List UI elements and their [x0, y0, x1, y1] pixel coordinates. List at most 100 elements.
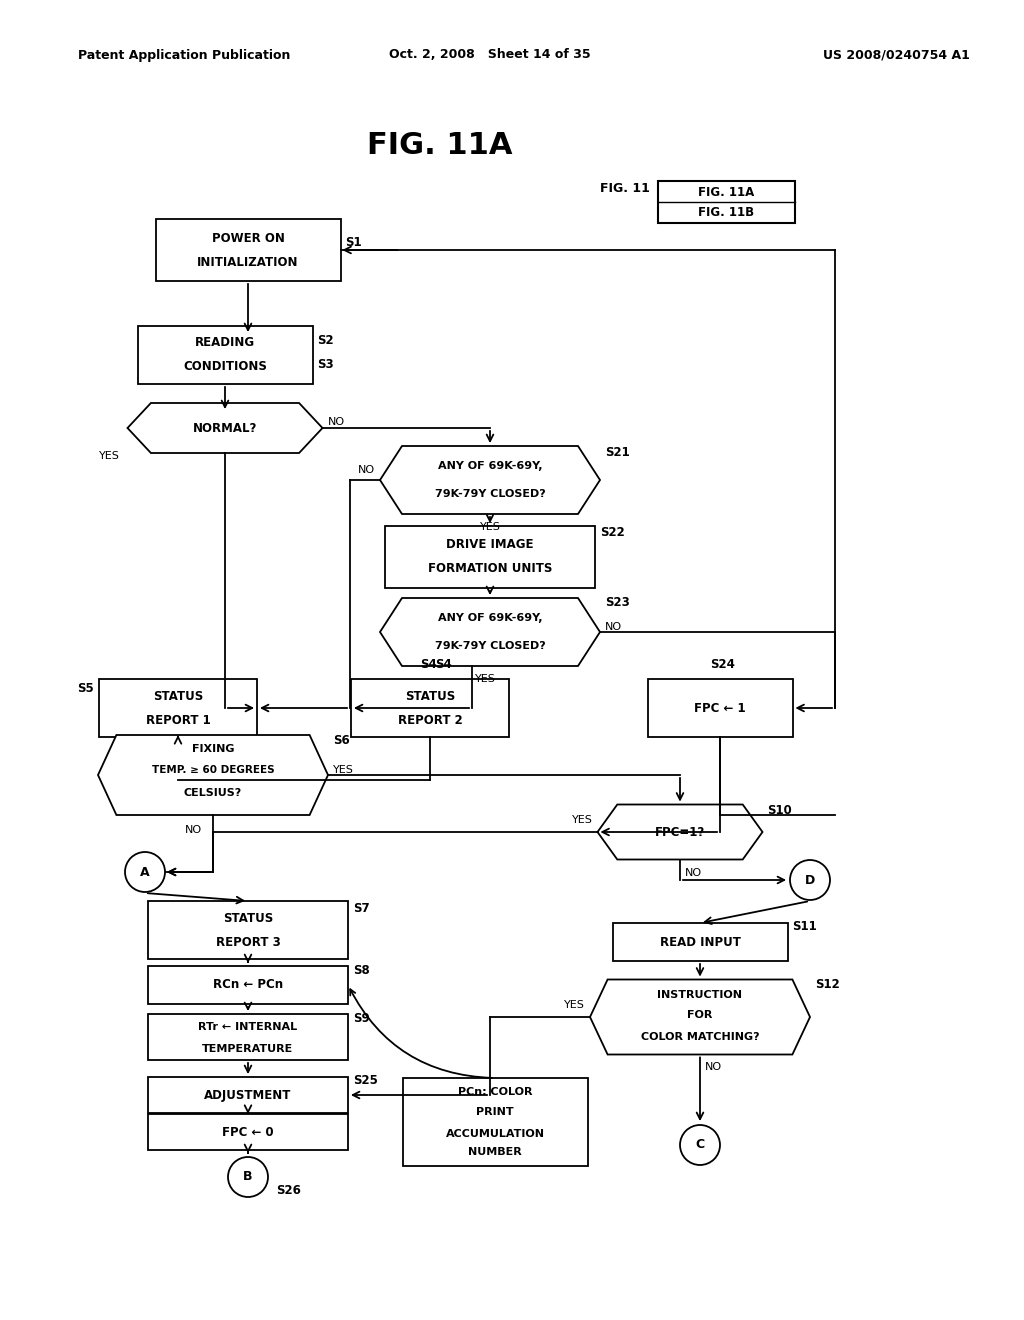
Bar	[99, 678, 257, 737]
Text: 79K-79Y CLOSED?: 79K-79Y CLOSED?	[434, 488, 546, 499]
Text: PRINT: PRINT	[476, 1107, 514, 1117]
Text: NO: NO	[685, 867, 702, 878]
Bar	[657, 181, 795, 223]
Text: YES: YES	[564, 1001, 585, 1010]
Text: 79K-79Y CLOSED?: 79K-79Y CLOSED?	[434, 642, 546, 651]
Text: S8: S8	[353, 965, 370, 978]
Text: NO: NO	[184, 825, 202, 836]
Text: ACCUMULATION: ACCUMULATION	[445, 1129, 545, 1139]
Text: FPC=1?: FPC=1?	[655, 825, 706, 838]
Text: S7: S7	[353, 902, 370, 915]
Text: CONDITIONS: CONDITIONS	[183, 360, 267, 374]
Text: ANY OF 69K-69Y,: ANY OF 69K-69Y,	[437, 461, 543, 471]
Text: TEMPERATURE: TEMPERATURE	[203, 1044, 294, 1053]
Text: STATUS: STATUS	[223, 912, 273, 924]
Text: S3: S3	[317, 359, 334, 371]
Polygon shape	[590, 979, 810, 1055]
Bar	[148, 1114, 348, 1150]
Text: S4: S4	[420, 657, 437, 671]
Text: NO: NO	[705, 1063, 722, 1072]
Text: FIG. 11B: FIG. 11B	[698, 206, 754, 219]
Text: READ INPUT: READ INPUT	[659, 936, 740, 949]
Text: FIG. 11A: FIG. 11A	[698, 186, 754, 198]
Bar	[385, 525, 595, 587]
Circle shape	[790, 861, 830, 900]
Polygon shape	[380, 446, 600, 513]
Text: Patent Application Publication: Patent Application Publication	[78, 49, 291, 62]
Bar	[148, 1077, 348, 1113]
Text: B: B	[244, 1171, 253, 1184]
Text: REPORT 3: REPORT 3	[216, 936, 281, 949]
Text: C: C	[695, 1138, 705, 1151]
Text: S21: S21	[605, 446, 630, 458]
Text: S25: S25	[353, 1073, 378, 1086]
Text: ANY OF 69K-69Y,: ANY OF 69K-69Y,	[437, 612, 543, 623]
Text: REPORT 2: REPORT 2	[397, 714, 463, 726]
Bar	[148, 902, 348, 960]
Circle shape	[228, 1158, 268, 1197]
Text: S12: S12	[815, 978, 840, 991]
Text: FIG. 11A: FIG. 11A	[368, 131, 513, 160]
Text: CELSIUS?: CELSIUS?	[184, 788, 242, 799]
Text: FPC ← 1: FPC ← 1	[694, 701, 745, 714]
Text: YES: YES	[571, 814, 593, 825]
Text: S4: S4	[435, 657, 452, 671]
Text: YES: YES	[479, 521, 501, 532]
Text: TEMP. ≥ 60 DEGREES: TEMP. ≥ 60 DEGREES	[152, 766, 274, 775]
Circle shape	[125, 851, 165, 892]
Bar	[148, 966, 348, 1005]
Bar	[351, 678, 509, 737]
Bar	[148, 1014, 348, 1060]
Text: NO: NO	[357, 465, 375, 475]
Text: READING: READING	[195, 337, 255, 350]
Text: YES: YES	[333, 766, 354, 775]
Text: S11: S11	[793, 920, 817, 933]
Text: NORMAL?: NORMAL?	[193, 421, 257, 434]
Text: S1: S1	[345, 235, 362, 248]
Text: INSTRUCTION: INSTRUCTION	[657, 990, 742, 1001]
Text: POWER ON: POWER ON	[212, 231, 285, 244]
Text: NO: NO	[328, 417, 345, 426]
Text: S23: S23	[605, 595, 630, 609]
Text: PCn: COLOR: PCn: COLOR	[458, 1086, 532, 1097]
Text: NUMBER: NUMBER	[468, 1147, 522, 1158]
Bar	[137, 326, 312, 384]
Text: S9: S9	[353, 1012, 370, 1026]
Text: STATUS: STATUS	[153, 689, 203, 702]
Text: S5: S5	[77, 681, 94, 694]
Text: FOR: FOR	[687, 1010, 713, 1020]
Text: S2: S2	[317, 334, 334, 346]
Text: REPORT 1: REPORT 1	[145, 714, 210, 726]
Polygon shape	[380, 598, 600, 667]
Text: S24: S24	[710, 657, 735, 671]
Text: STATUS: STATUS	[404, 689, 455, 702]
Polygon shape	[597, 804, 763, 859]
Text: S26: S26	[276, 1184, 301, 1197]
Bar	[402, 1078, 588, 1166]
Bar	[647, 678, 793, 737]
Text: S10: S10	[768, 804, 793, 817]
Circle shape	[680, 1125, 720, 1166]
Text: COLOR MATCHING?: COLOR MATCHING?	[641, 1032, 760, 1041]
Bar	[156, 219, 341, 281]
Text: DRIVE IMAGE: DRIVE IMAGE	[446, 539, 534, 552]
Text: D: D	[805, 874, 815, 887]
Text: FIXING: FIXING	[191, 744, 234, 754]
Text: YES: YES	[98, 451, 120, 461]
Text: INITIALIZATION: INITIALIZATION	[198, 256, 299, 268]
Text: FPC ← 0: FPC ← 0	[222, 1126, 273, 1138]
Text: FORMATION UNITS: FORMATION UNITS	[428, 562, 552, 576]
Text: RTr ← INTERNAL: RTr ← INTERNAL	[199, 1022, 298, 1032]
Text: YES: YES	[475, 675, 496, 684]
Polygon shape	[128, 403, 323, 453]
Polygon shape	[98, 735, 328, 814]
Text: Oct. 2, 2008   Sheet 14 of 35: Oct. 2, 2008 Sheet 14 of 35	[389, 49, 591, 62]
Text: NO: NO	[605, 622, 623, 632]
Bar	[612, 923, 787, 961]
Text: ADJUSTMENT: ADJUSTMENT	[205, 1089, 292, 1101]
Text: A: A	[140, 866, 150, 879]
Text: RCn ← PCn: RCn ← PCn	[213, 978, 283, 991]
Text: FIG. 11: FIG. 11	[600, 181, 650, 194]
Text: S6: S6	[333, 734, 350, 747]
Text: US 2008/0240754 A1: US 2008/0240754 A1	[823, 49, 970, 62]
